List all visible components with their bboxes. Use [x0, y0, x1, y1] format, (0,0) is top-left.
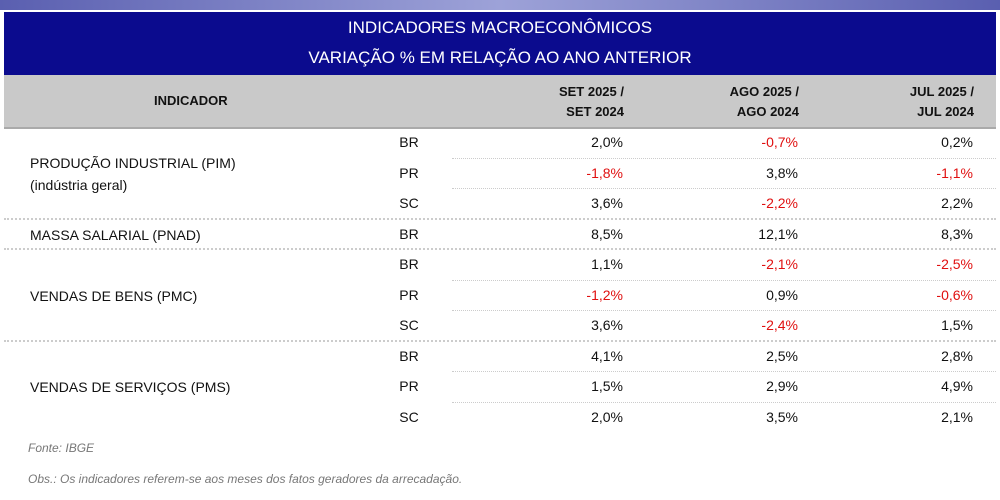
- header-ago: AGO 2025 /AGO 2024: [729, 84, 799, 119]
- indicator-label: VENDAS DE SERVIÇOS (PMS): [30, 379, 231, 396]
- indicator-label: PRODUÇÃO INDUSTRIAL (PIM) (indústria gera…: [30, 154, 236, 193]
- state-cell: PR: [399, 378, 419, 394]
- value-cell: 2,2%: [941, 195, 973, 211]
- state-cell: BR: [399, 256, 419, 272]
- source-note: Fonte: IBGE: [28, 441, 95, 455]
- value-cell: 2,5%: [766, 347, 798, 364]
- value-cell: 3,6%: [591, 317, 623, 333]
- value-cell: 2,0%: [591, 134, 623, 150]
- value-cell: 4,1%: [591, 347, 623, 364]
- state-cell: PR: [399, 286, 419, 303]
- value-cell: 3,8%: [766, 164, 798, 181]
- value-cell: 0,2%: [941, 134, 973, 150]
- table-header: INDICADOR SET 2025 /SET 2024 AGO 2025 /A…: [4, 75, 996, 129]
- value-cell: 2,1%: [941, 408, 973, 425]
- value-cell: -0,6%: [936, 286, 973, 303]
- value-cell: 12,1%: [758, 225, 798, 242]
- row-divider: [452, 279, 996, 281]
- table-row: SC 3,6% -2,2% 2,2%: [0, 188, 1000, 218]
- top-strip: [0, 0, 1000, 10]
- state-cell: SC: [399, 408, 419, 425]
- table-row: SC 3,6% -2,4% 1,5%: [0, 310, 1000, 340]
- header-jul: JUL 2025 /JUL 2024: [909, 84, 974, 119]
- row-divider: [452, 157, 996, 159]
- value-cell: -0,7%: [761, 134, 798, 150]
- state-cell: BR: [399, 134, 419, 150]
- value-cell: 3,6%: [591, 195, 623, 211]
- value-cell: -1,1%: [936, 164, 973, 181]
- value-cell: 8,3%: [941, 225, 973, 242]
- value-cell: 4,9%: [941, 378, 973, 394]
- state-cell: BR: [399, 347, 419, 364]
- table-row: BR 4,1% 2,5% 2,8%: [0, 341, 1000, 371]
- indicator-label: VENDAS DE BENS (PMC): [30, 287, 198, 304]
- value-cell: -2,2%: [761, 195, 798, 211]
- table-row: BR 8,5% 12,1% 8,3%: [0, 219, 1000, 249]
- value-cell: 1,5%: [591, 378, 623, 394]
- row-divider: [452, 371, 996, 372]
- indicator-label: MASSA SALARIAL (PNAD): [30, 226, 201, 243]
- state-cell: BR: [399, 225, 419, 242]
- header-set: SET 2025 /SET 2024: [558, 84, 624, 119]
- table-row: SC 2,0% 3,5% 2,1%: [0, 402, 1000, 432]
- observation-note: Obs.: Os indicadores referem-se aos mese…: [28, 472, 463, 486]
- value-cell: -2,5%: [936, 256, 973, 272]
- group-divider: [4, 217, 996, 220]
- value-cell: 1,5%: [941, 317, 973, 333]
- value-cell: -1,2%: [586, 286, 623, 303]
- group-divider: [4, 339, 996, 342]
- table-row: BR 1,1% -2,1% -2,5%: [0, 249, 1000, 279]
- value-cell: 2,0%: [591, 408, 623, 425]
- table-row: PR -1,2% 0,9% -0,6%: [0, 280, 1000, 310]
- value-cell: 1,1%: [591, 256, 623, 272]
- value-cell: 3,5%: [766, 408, 798, 425]
- value-cell: 0,9%: [766, 286, 798, 303]
- state-cell: PR: [399, 164, 419, 181]
- row-divider: [452, 401, 996, 403]
- table-title: INDICADORES MACROECONÔMICOS VARIAÇÃO % E…: [4, 12, 996, 75]
- subtitle: VARIAÇÃO % EM RELAÇÃO AO ANO ANTERIOR: [308, 48, 692, 67]
- value-cell: -1,8%: [586, 164, 623, 181]
- value-cell: 2,9%: [766, 378, 798, 394]
- table-row: PR 1,5% 2,9% 4,9%: [0, 371, 1000, 401]
- state-cell: SC: [399, 195, 419, 211]
- row-divider: [452, 310, 996, 311]
- value-cell: -2,4%: [761, 317, 798, 333]
- title: INDICADORES MACROECONÔMICOS: [347, 18, 653, 37]
- table-row: BR 2,0% -0,7% 0,2%: [0, 127, 1000, 157]
- header-indicator: INDICADOR: [154, 93, 228, 108]
- value-cell: -2,1%: [761, 256, 798, 272]
- value-cell: 8,5%: [591, 225, 623, 242]
- table-row: PR -1,8% 3,8% -1,1%: [0, 158, 1000, 188]
- state-cell: SC: [399, 317, 419, 333]
- group-divider: [4, 248, 996, 250]
- value-cell: 2,8%: [941, 347, 973, 364]
- row-divider: [452, 188, 996, 189]
